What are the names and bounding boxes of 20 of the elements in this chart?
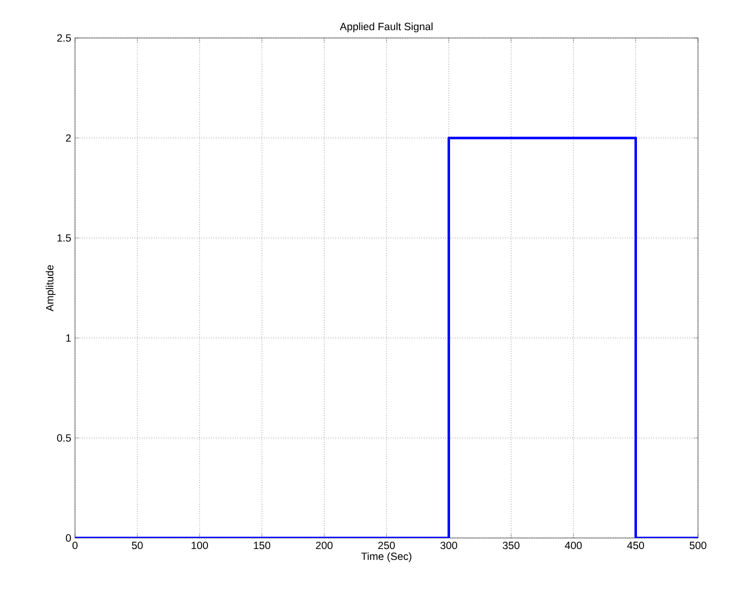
x-tick-label: 350 xyxy=(502,542,520,550)
y-tick-label: 1.5 xyxy=(58,234,71,242)
y-tick-label: 1 xyxy=(66,334,71,342)
chart-title: Applied Fault Signal xyxy=(340,22,432,32)
y-tick-label: 2.5 xyxy=(57,34,71,42)
x-axis-title: Time (Sec) xyxy=(361,552,412,562)
x-tick-label: 500 xyxy=(690,542,706,550)
y-tick-label: 0 xyxy=(66,534,71,542)
x-tick-label: 300 xyxy=(440,542,458,550)
x-tick-label: 200 xyxy=(316,542,333,550)
x-tick-label: 150 xyxy=(254,542,270,550)
x-tick-label: 50 xyxy=(132,542,143,550)
y-axis-title: Amplitude xyxy=(46,265,56,312)
x-tick-label: 450 xyxy=(627,542,644,550)
x-tick-label: 400 xyxy=(564,542,582,550)
x-tick-label: 100 xyxy=(192,542,208,550)
x-tick-label: 0 xyxy=(72,542,78,550)
y-tick-label: 0.5 xyxy=(57,434,71,442)
y-tick-label: 2 xyxy=(66,134,71,142)
x-tick-label: 250 xyxy=(378,542,395,550)
